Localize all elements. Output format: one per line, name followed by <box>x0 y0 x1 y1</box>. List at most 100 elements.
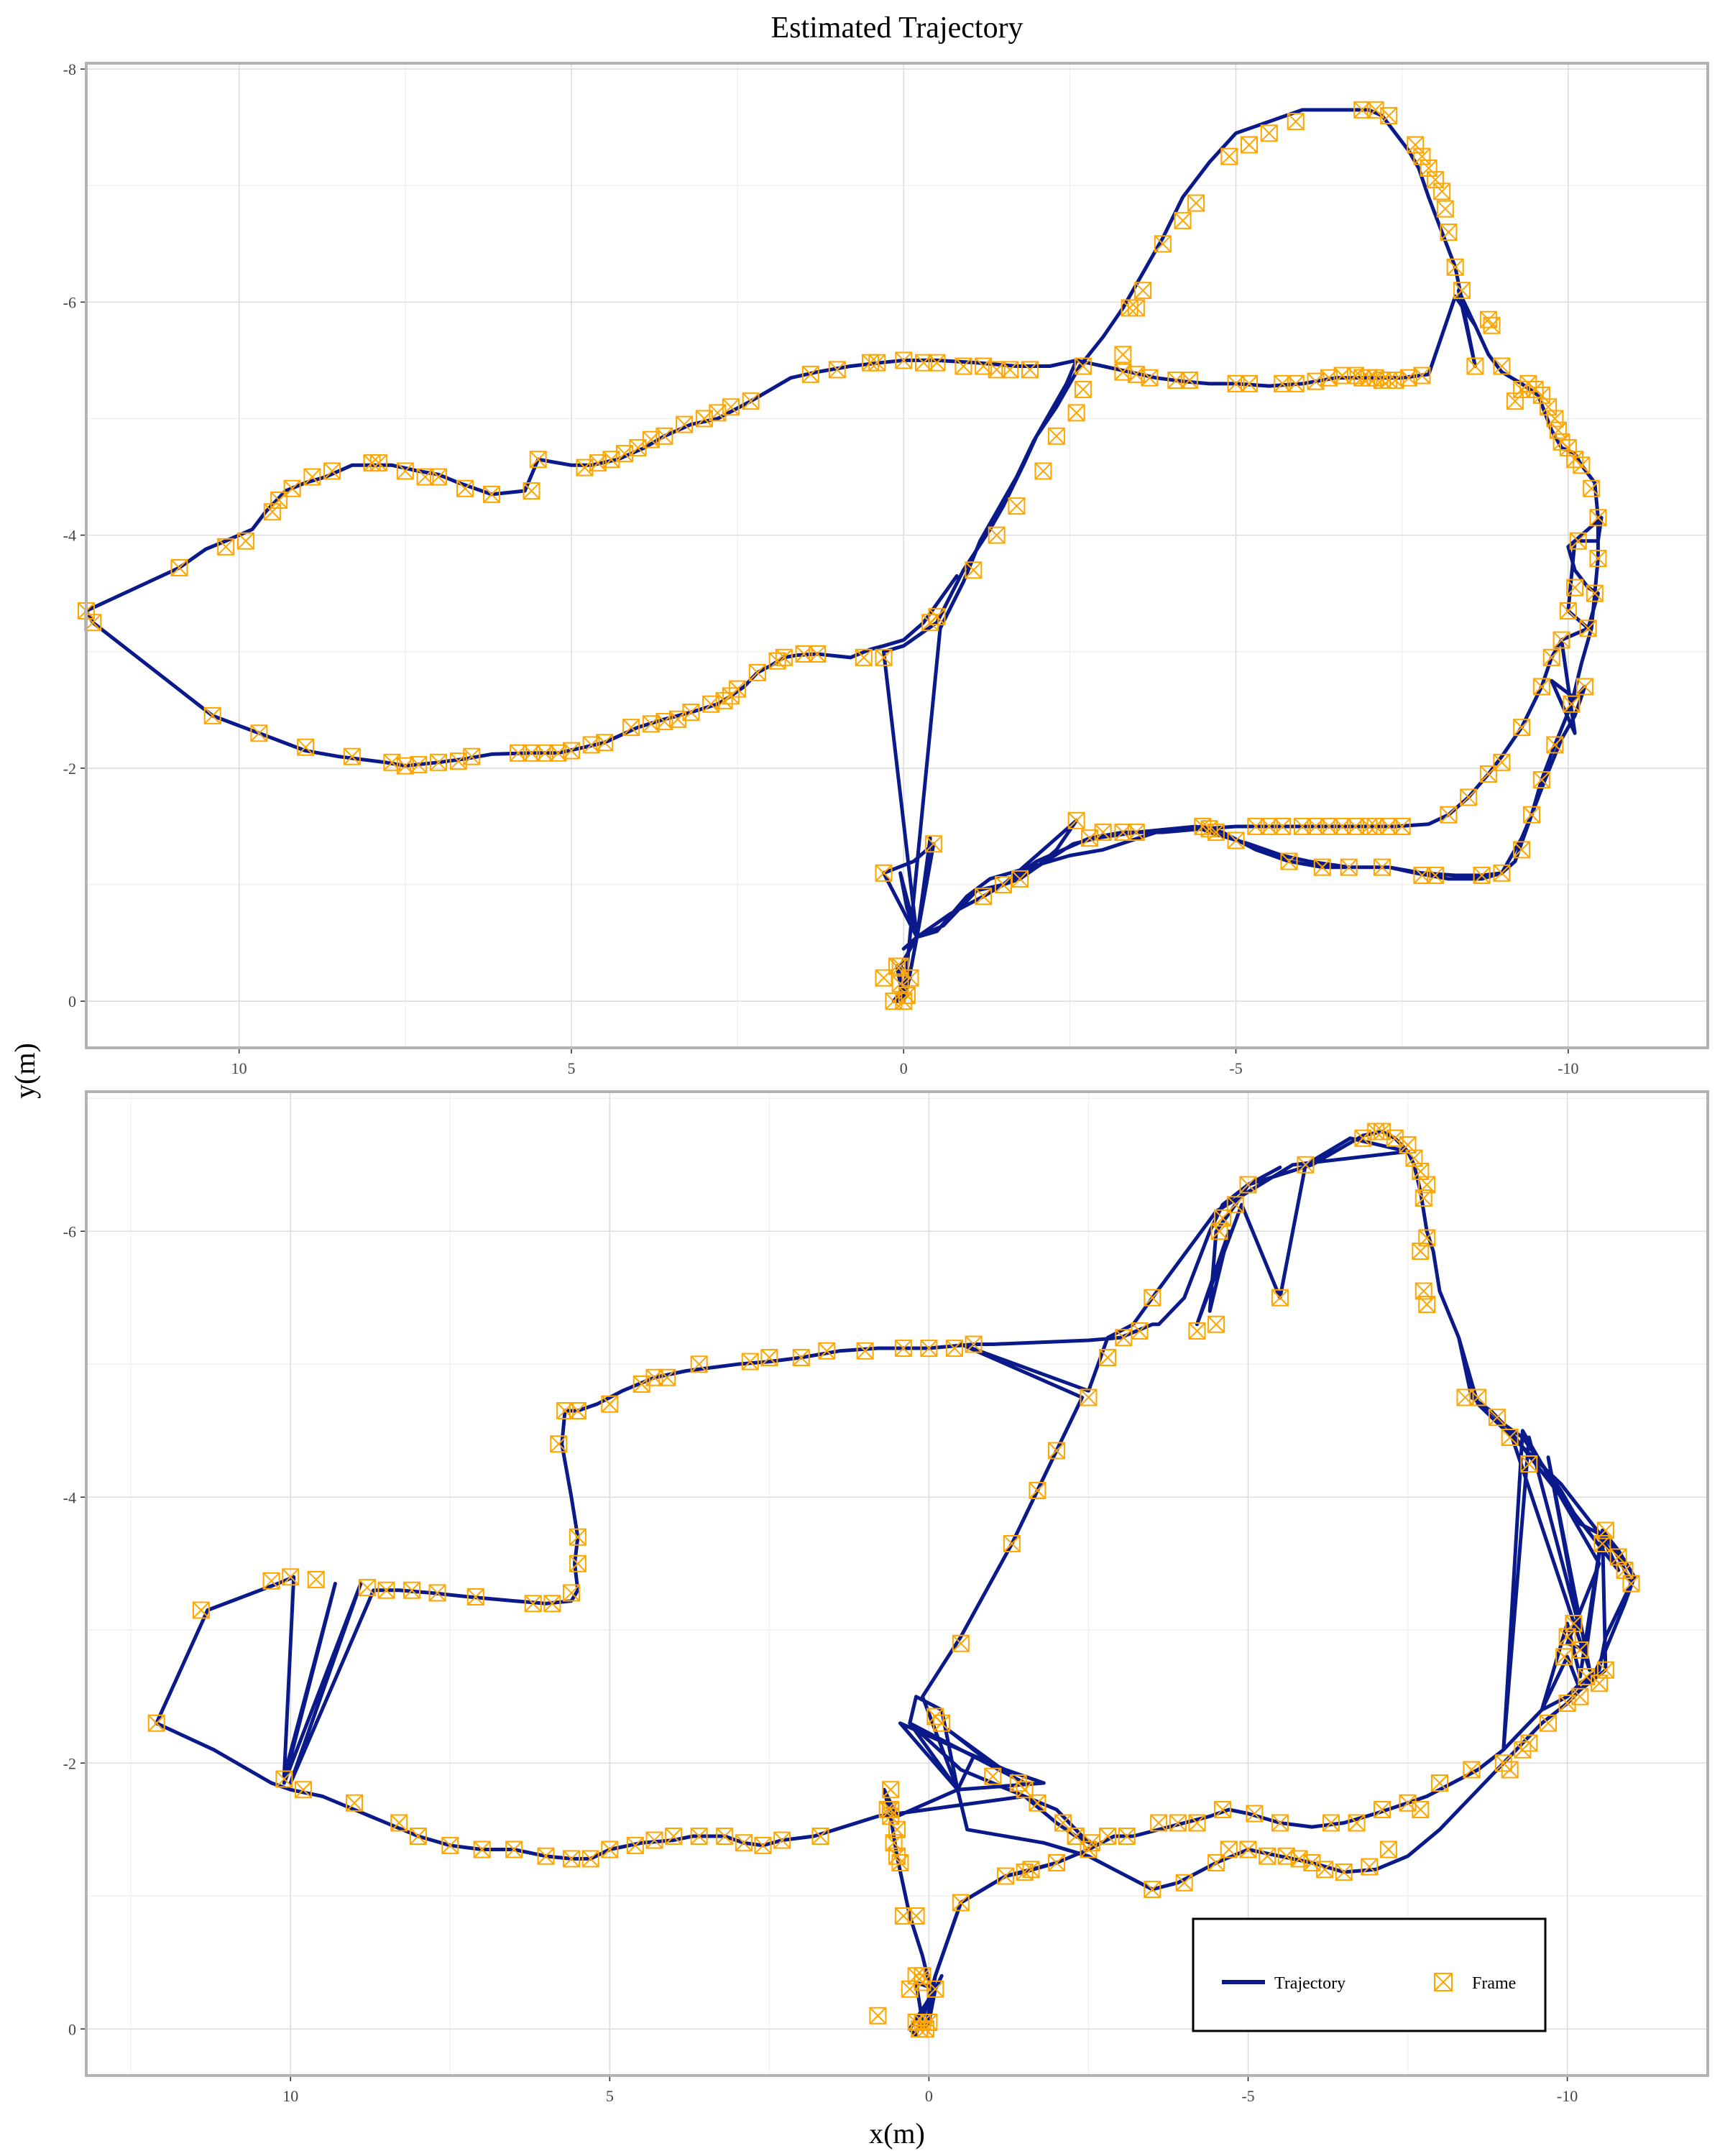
frame-marker <box>911 2020 929 2038</box>
y-axis-label: y(m) <box>9 1043 41 1099</box>
frame-marker <box>1271 1289 1289 1307</box>
frame-marker <box>988 526 1006 544</box>
frame-marker <box>396 757 414 775</box>
frame-marker <box>346 1794 364 1812</box>
legend-box <box>1192 1917 1547 2032</box>
frame-marker <box>409 1828 427 1845</box>
frame-marker <box>1297 1156 1315 1174</box>
tick-label-y: -8 <box>63 60 76 78</box>
frame-marker <box>1067 404 1085 422</box>
frame-marker <box>1220 147 1238 165</box>
frame-marker <box>1034 462 1052 480</box>
frame-marker <box>1463 1761 1481 1779</box>
frame-marker <box>868 354 886 372</box>
frame-marker <box>1246 1805 1264 1823</box>
frame-marker <box>1280 852 1298 870</box>
frame-marker <box>1127 824 1145 842</box>
frame-marker <box>885 1834 903 1852</box>
frame-marker <box>283 479 301 497</box>
frame-marker <box>466 1588 484 1606</box>
frame-marker <box>1546 410 1564 428</box>
frame-marker <box>1589 509 1607 527</box>
frame-marker <box>1393 817 1411 835</box>
frame-marker <box>1412 1801 1430 1818</box>
frame-marker <box>1522 806 1540 824</box>
frame-marker <box>690 1355 708 1373</box>
frame-marker <box>1430 1774 1448 1792</box>
frame-marker <box>1188 1322 1206 1340</box>
frame-marker <box>275 1770 293 1788</box>
frame-marker <box>1313 858 1331 876</box>
frame-marker <box>735 1834 753 1852</box>
frame-marker <box>1361 1858 1379 1876</box>
frame-marker <box>1473 867 1491 885</box>
frame-marker <box>965 1335 983 1353</box>
frame-marker <box>965 561 983 579</box>
frame-marker <box>792 1349 810 1366</box>
frame-marker <box>1583 479 1601 497</box>
frame-marker <box>1169 1814 1187 1832</box>
frame-marker <box>147 1714 165 1732</box>
frame-marker <box>192 1601 210 1619</box>
frame-marker <box>1532 678 1550 696</box>
frame-marker <box>297 738 315 756</box>
tick-label-y: -6 <box>63 1222 76 1240</box>
frame-marker <box>1271 1814 1289 1832</box>
frame-marker <box>1576 678 1593 696</box>
frame-marker <box>1569 532 1587 550</box>
frame-marker <box>1413 367 1431 384</box>
frame-marker <box>363 454 381 472</box>
trajectory-line-2 <box>1075 294 1477 388</box>
panel-border <box>85 62 1709 1049</box>
trajectory-line-2 <box>155 1165 1282 2037</box>
frame-marker <box>760 1349 778 1366</box>
frame-marker <box>1493 357 1511 375</box>
frame-marker <box>642 715 660 733</box>
frame-marker <box>1440 224 1458 241</box>
frame-marker <box>473 1841 491 1858</box>
frame-marker <box>556 1402 574 1419</box>
frame-marker <box>1067 1828 1085 1845</box>
frame-marker <box>1483 316 1501 334</box>
frame-marker <box>250 724 268 742</box>
frame-marker <box>601 1395 619 1413</box>
frame-marker <box>882 1781 900 1799</box>
frame-marker <box>895 351 913 369</box>
frame-marker <box>984 1767 1002 1785</box>
frame-marker <box>203 706 221 724</box>
legend: Trajectory Frame <box>1192 1917 1547 2032</box>
tick-label-x: 10 <box>282 2087 298 2105</box>
frame-marker <box>430 468 448 486</box>
frame-marker <box>1513 841 1531 859</box>
tick-label-y: -2 <box>63 1754 76 1772</box>
frame-marker <box>1563 695 1581 713</box>
frame-marker <box>690 1828 708 1845</box>
frame-marker <box>1374 1801 1392 1818</box>
plot-panels: 10 5 0 -5 -10 0 -2 -4 -6 -8 10 5 0 -5 -10 0 -2 -4 -6 <box>63 60 1709 2105</box>
frame-marker <box>1287 374 1305 392</box>
tick-label-x: 5 <box>567 1059 575 1077</box>
frame-marker <box>622 719 640 737</box>
frame-marker <box>1099 1349 1117 1366</box>
frame-marker <box>1501 1761 1519 1779</box>
legend-trajectory-label: Trajectory <box>1274 1974 1346 1993</box>
frame-marker <box>1260 124 1278 142</box>
frame-marker <box>1047 427 1065 445</box>
frame-marker <box>523 482 540 500</box>
frame-marker <box>1207 824 1225 842</box>
tick-label-x: 0 <box>925 2087 933 2105</box>
frame-marker <box>1241 136 1259 154</box>
frame-marker <box>601 1841 619 1858</box>
frame-marker <box>1175 1874 1193 1892</box>
tick-label-x: 0 <box>900 1059 908 1077</box>
frame-marker <box>716 1828 734 1845</box>
frame-marker <box>1555 1648 1573 1666</box>
frame-marker <box>1080 1388 1098 1406</box>
frame-marker <box>1150 1814 1168 1832</box>
frame-marker <box>263 503 281 521</box>
frame-marker <box>1413 147 1431 165</box>
frame-marker <box>768 652 786 670</box>
frame-marker <box>875 864 893 882</box>
frame-marker <box>926 1708 944 1726</box>
